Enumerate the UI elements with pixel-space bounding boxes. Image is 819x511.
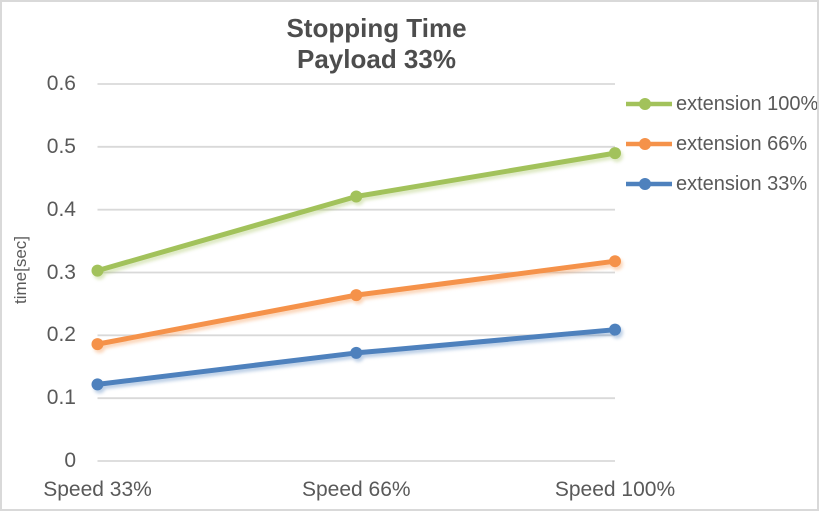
data-point-extension-100-	[91, 264, 104, 277]
legend-label: extension 66%	[676, 132, 808, 155]
legend-marker-icon	[626, 178, 672, 190]
data-point-extension-66-	[609, 255, 621, 268]
legend-item: extension 100%	[624, 84, 819, 124]
series-extension-33-	[91, 323, 621, 391]
data-point-extension-100-	[609, 147, 621, 160]
y-tick-label: 0	[64, 449, 76, 472]
data-point-extension-100-	[350, 190, 363, 203]
legend-label: extension 100%	[676, 92, 819, 115]
legend-marker-icon	[626, 98, 672, 110]
series-extension-100-	[91, 147, 621, 277]
legend: extension 100% extension 66% extension 33%	[624, 84, 819, 204]
data-point-extension-33-	[350, 346, 363, 359]
y-tick-label: 0.5	[46, 134, 76, 158]
legend-item: extension 66%	[624, 124, 817, 164]
chart-title-line2: Payload 33%	[297, 44, 456, 74]
y-tick-label: 0.3	[46, 260, 76, 284]
legend-label: extension 33%	[676, 172, 808, 195]
y-tick-label: 0.1	[46, 386, 76, 410]
x-category-label: Speed 66%	[301, 478, 411, 501]
data-point-extension-66-	[91, 338, 104, 351]
legend-marker-icon	[626, 138, 672, 150]
y-tick-labels: 0.6 0.5 0.4 0.3 0.2 0.1 0	[2, 2, 78, 509]
x-category-label: Speed 33%	[43, 478, 152, 501]
chart-title: Stopping Time Payload 33%	[2, 13, 751, 75]
y-tick-label: 0.2	[46, 323, 76, 347]
y-tick-label: 0.6	[46, 72, 76, 95]
legend-item: extension 33%	[624, 164, 817, 204]
data-point-extension-33-	[609, 323, 621, 336]
x-category-label: Speed 100%	[554, 478, 676, 501]
series-extension-66-	[91, 255, 621, 351]
y-tick-label: 0.4	[46, 197, 76, 221]
data-point-extension-33-	[91, 378, 104, 391]
chart-title-line1: Stopping Time	[286, 13, 467, 43]
data-point-extension-66-	[350, 289, 363, 302]
